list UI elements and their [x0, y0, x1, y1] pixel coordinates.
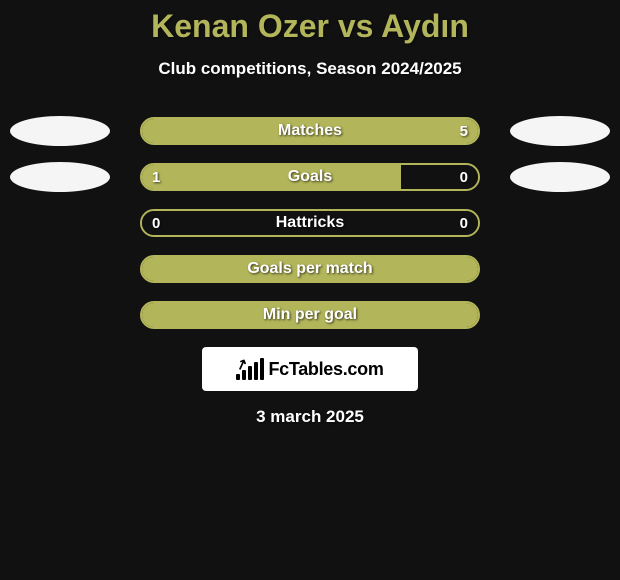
- page-title: Kenan Ozer vs Aydın: [0, 0, 620, 45]
- stat-row: Hattricks00: [0, 209, 620, 237]
- player-right-ellipse: [510, 116, 610, 146]
- stat-row: Goals per match: [0, 255, 620, 283]
- logo-box: ↗ FcTables.com: [202, 347, 418, 391]
- chart-icon-bar: [236, 374, 240, 380]
- stat-bar: Matches5: [140, 117, 480, 145]
- stat-bar-left-seg: [142, 211, 310, 235]
- stat-bar-left-seg: [142, 257, 478, 281]
- chart-icon: ↗: [236, 358, 264, 380]
- chart-icon-bar: [254, 362, 258, 380]
- player-left-ellipse: [10, 116, 110, 146]
- stat-bar: Goals10: [140, 163, 480, 191]
- stat-bar-left-seg: [142, 165, 401, 189]
- stat-row: Matches5: [0, 117, 620, 145]
- stat-row: Min per goal: [0, 301, 620, 329]
- logo-text: FcTables.com: [268, 359, 383, 380]
- date-text: 3 march 2025: [0, 407, 620, 427]
- chart-icon-bar: [260, 358, 264, 380]
- stat-bar: Hattricks00: [140, 209, 480, 237]
- stat-rows: Matches5 Goals10 Hattricks00 Goals per matc…: [0, 117, 620, 329]
- player-left-ellipse: [10, 162, 110, 192]
- stat-bar-right-seg: [310, 211, 478, 235]
- comparison-infographic: Kenan Ozer vs Aydın Club competitions, S…: [0, 0, 620, 580]
- stat-bar-left-seg: [142, 303, 478, 327]
- stat-bar: Min per goal: [140, 301, 480, 329]
- subtitle: Club competitions, Season 2024/2025: [0, 59, 620, 79]
- stat-bar-right-seg: [401, 165, 478, 189]
- stat-bar: Goals per match: [140, 255, 480, 283]
- stat-row: Goals10: [0, 163, 620, 191]
- stat-bar-right-seg: [142, 119, 478, 143]
- player-right-ellipse: [510, 162, 610, 192]
